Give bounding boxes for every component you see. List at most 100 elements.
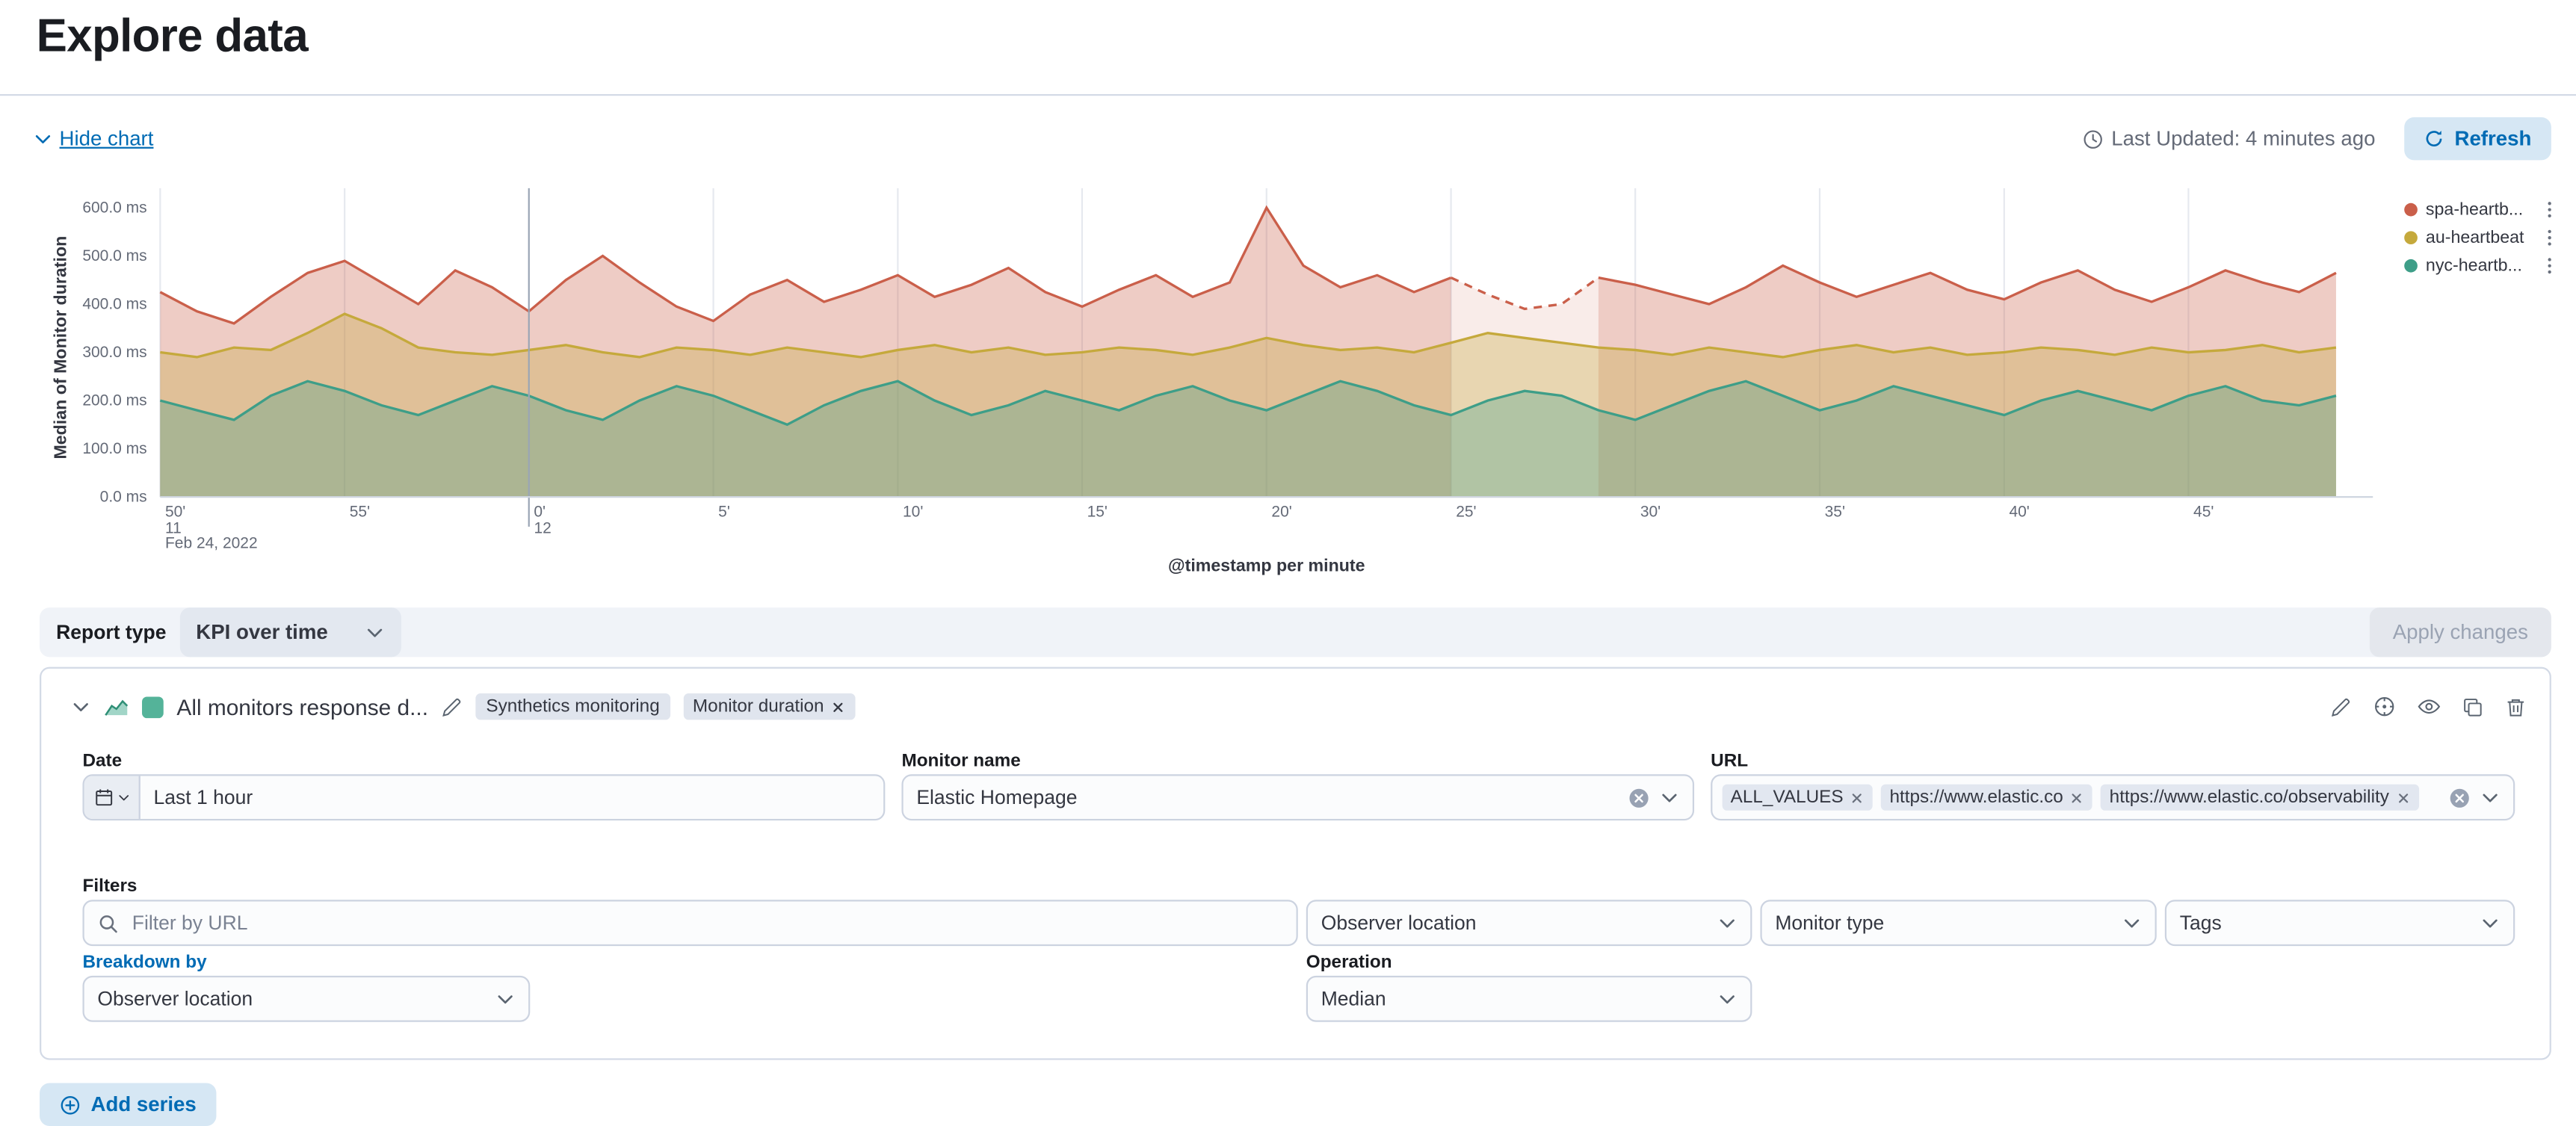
chart-toolbar: Hide chart Last Updated: 4 minutes ago R… bbox=[33, 116, 2551, 162]
combo-controls bbox=[1628, 787, 1679, 808]
add-series-button[interactable]: Add series bbox=[40, 1083, 217, 1126]
duplicate-series-icon[interactable] bbox=[2462, 696, 2484, 717]
header-divider bbox=[0, 93, 2576, 96]
chart-legend: spa-heartb... au-heartbeat nyc-heartb... bbox=[2404, 198, 2560, 276]
url-combobox[interactable]: ALL_VALUES https://www.elastic.co https:… bbox=[1711, 774, 2515, 821]
series-actions bbox=[2330, 695, 2527, 718]
apply-changes-button[interactable]: Apply changes bbox=[2369, 607, 2551, 658]
svg-text:5': 5' bbox=[718, 504, 730, 521]
report-type-label: Report type bbox=[56, 620, 167, 644]
page-title: Explore data bbox=[36, 10, 309, 61]
operation-value: Median bbox=[1321, 987, 1386, 1011]
remove-pill-icon[interactable] bbox=[1850, 790, 1865, 805]
hide-chart-label: Hide chart bbox=[59, 127, 154, 151]
monitor-name-label: Monitor name bbox=[901, 751, 1021, 771]
url-label: URL bbox=[1711, 751, 1749, 771]
collapse-series-chevron[interactable] bbox=[71, 696, 91, 717]
url-pill-label: ALL_VALUES bbox=[1730, 787, 1844, 808]
svg-text:@timestamp per minute: @timestamp per minute bbox=[1168, 556, 1365, 575]
monitor-type-filter[interactable]: Monitor type bbox=[1760, 900, 2157, 947]
legend-options-icon[interactable] bbox=[2539, 227, 2560, 247]
filter-by-url-input[interactable] bbox=[119, 911, 1297, 935]
area-chart-type-icon[interactable] bbox=[104, 694, 129, 719]
svg-text:55': 55' bbox=[350, 504, 370, 521]
legend-item[interactable]: spa-heartb... bbox=[2404, 198, 2560, 220]
hide-chart-toggle[interactable]: Hide chart bbox=[33, 127, 153, 150]
chevron-down-icon bbox=[495, 989, 516, 1009]
plus-circle-icon bbox=[60, 1094, 81, 1116]
legend-item[interactable]: nyc-heartb... bbox=[2404, 254, 2560, 276]
chevron-down-icon bbox=[1717, 989, 1738, 1009]
search-icon bbox=[97, 912, 119, 934]
tags-filter[interactable]: Tags bbox=[2164, 900, 2515, 947]
legend-options-icon[interactable] bbox=[2539, 199, 2560, 219]
metric-badge[interactable]: Monitor duration bbox=[682, 693, 856, 720]
last-updated-text: Last Updated: 4 minutes ago bbox=[2111, 127, 2376, 151]
date-quick-select[interactable] bbox=[84, 776, 140, 819]
metric-badge-label: Monitor duration bbox=[692, 696, 824, 717]
series-title: All monitors response d... bbox=[176, 694, 429, 720]
svg-text:400.0 ms: 400.0 ms bbox=[82, 296, 146, 313]
remove-metric-icon[interactable] bbox=[830, 699, 845, 714]
remove-pill-icon[interactable] bbox=[2070, 790, 2085, 805]
delete-series-icon[interactable] bbox=[2505, 696, 2527, 717]
breakdown-by-select[interactable]: Observer location bbox=[82, 975, 531, 1022]
svg-text:Median of Monitor duration: Median of Monitor duration bbox=[50, 236, 70, 460]
svg-text:25': 25' bbox=[1456, 504, 1476, 521]
observer-location-filter-label: Observer location bbox=[1321, 911, 1477, 935]
url-pill[interactable]: https://www.elastic.co/observability bbox=[2101, 784, 2419, 811]
toggle-visibility-icon[interactable] bbox=[2418, 695, 2441, 718]
url-pill-label: https://www.elastic.co/observability bbox=[2109, 787, 2389, 808]
observer-location-filter[interactable]: Observer location bbox=[1306, 900, 1752, 947]
last-updated: Last Updated: 4 minutes ago bbox=[2082, 127, 2376, 151]
date-picker[interactable] bbox=[82, 774, 886, 821]
series-panel: All monitors response d... Synthetics mo… bbox=[40, 666, 2551, 1060]
chevron-down-icon[interactable] bbox=[1660, 788, 1680, 808]
edit-series-icon[interactable] bbox=[2330, 696, 2352, 717]
url-pills: ALL_VALUES https://www.elastic.co https:… bbox=[1712, 784, 2442, 811]
clear-selection-icon[interactable] bbox=[1628, 787, 1650, 808]
chevron-down-icon[interactable] bbox=[2480, 788, 2501, 808]
legend-item[interactable]: au-heartbeat bbox=[2404, 226, 2560, 248]
refresh-button[interactable]: Refresh bbox=[2405, 117, 2551, 161]
chevron-down-icon bbox=[117, 791, 130, 804]
legend-options-icon[interactable] bbox=[2539, 255, 2560, 275]
svg-text:20': 20' bbox=[1271, 504, 1291, 521]
svg-text:15': 15' bbox=[1087, 504, 1108, 521]
svg-text:0.0 ms: 0.0 ms bbox=[100, 489, 147, 506]
edit-title-icon[interactable] bbox=[442, 696, 463, 717]
clear-selection-icon[interactable] bbox=[2449, 787, 2471, 808]
remove-pill-icon[interactable] bbox=[2396, 790, 2411, 805]
data-type-badge: Synthetics monitoring bbox=[476, 693, 670, 720]
date-range-input[interactable] bbox=[140, 785, 884, 809]
filter-by-url-search[interactable] bbox=[82, 900, 1298, 947]
series-panel-header: All monitors response d... Synthetics mo… bbox=[71, 688, 2527, 725]
breakdown-by-label[interactable]: Breakdown by bbox=[82, 952, 207, 973]
date-label: Date bbox=[82, 751, 123, 771]
url-pill[interactable]: https://www.elastic.co bbox=[1881, 784, 2093, 811]
svg-text:10': 10' bbox=[903, 504, 923, 521]
combo-controls bbox=[2449, 787, 2500, 808]
report-type-select[interactable]: KPI over time bbox=[179, 607, 401, 658]
svg-text:300.0 ms: 300.0 ms bbox=[82, 344, 146, 361]
chart: 50' 55' 0' 5' 10' 15' 20' 25' 30' 35' 40' 45' 11 Feb … bbox=[0, 175, 2576, 587]
inspect-icon[interactable] bbox=[2373, 695, 2396, 718]
tags-filter-label: Tags bbox=[2179, 911, 2222, 935]
legend-label: spa-heartb... bbox=[2425, 199, 2524, 219]
report-type-bar: Report type KPI over time Apply changes bbox=[40, 607, 2551, 658]
legend-label: nyc-heartb... bbox=[2425, 255, 2522, 275]
chevron-down-icon bbox=[33, 129, 53, 149]
svg-text:35': 35' bbox=[1825, 504, 1845, 521]
url-pill[interactable]: ALL_VALUES bbox=[1722, 784, 1874, 811]
url-pill-label: https://www.elastic.co bbox=[1889, 787, 2063, 808]
monitor-type-filter-label: Monitor type bbox=[1775, 911, 1885, 935]
operation-select[interactable]: Median bbox=[1306, 975, 1752, 1022]
monitor-name-combobox[interactable]: Elastic Homepage bbox=[901, 774, 1695, 821]
chevron-down-icon bbox=[1717, 913, 1738, 933]
calendar-icon bbox=[93, 788, 114, 808]
series-color-swatch[interactable] bbox=[142, 696, 164, 718]
series-color-dot bbox=[2404, 230, 2418, 244]
operation-label: Operation bbox=[1306, 952, 1392, 973]
breakdown-by-value: Observer location bbox=[97, 987, 253, 1011]
